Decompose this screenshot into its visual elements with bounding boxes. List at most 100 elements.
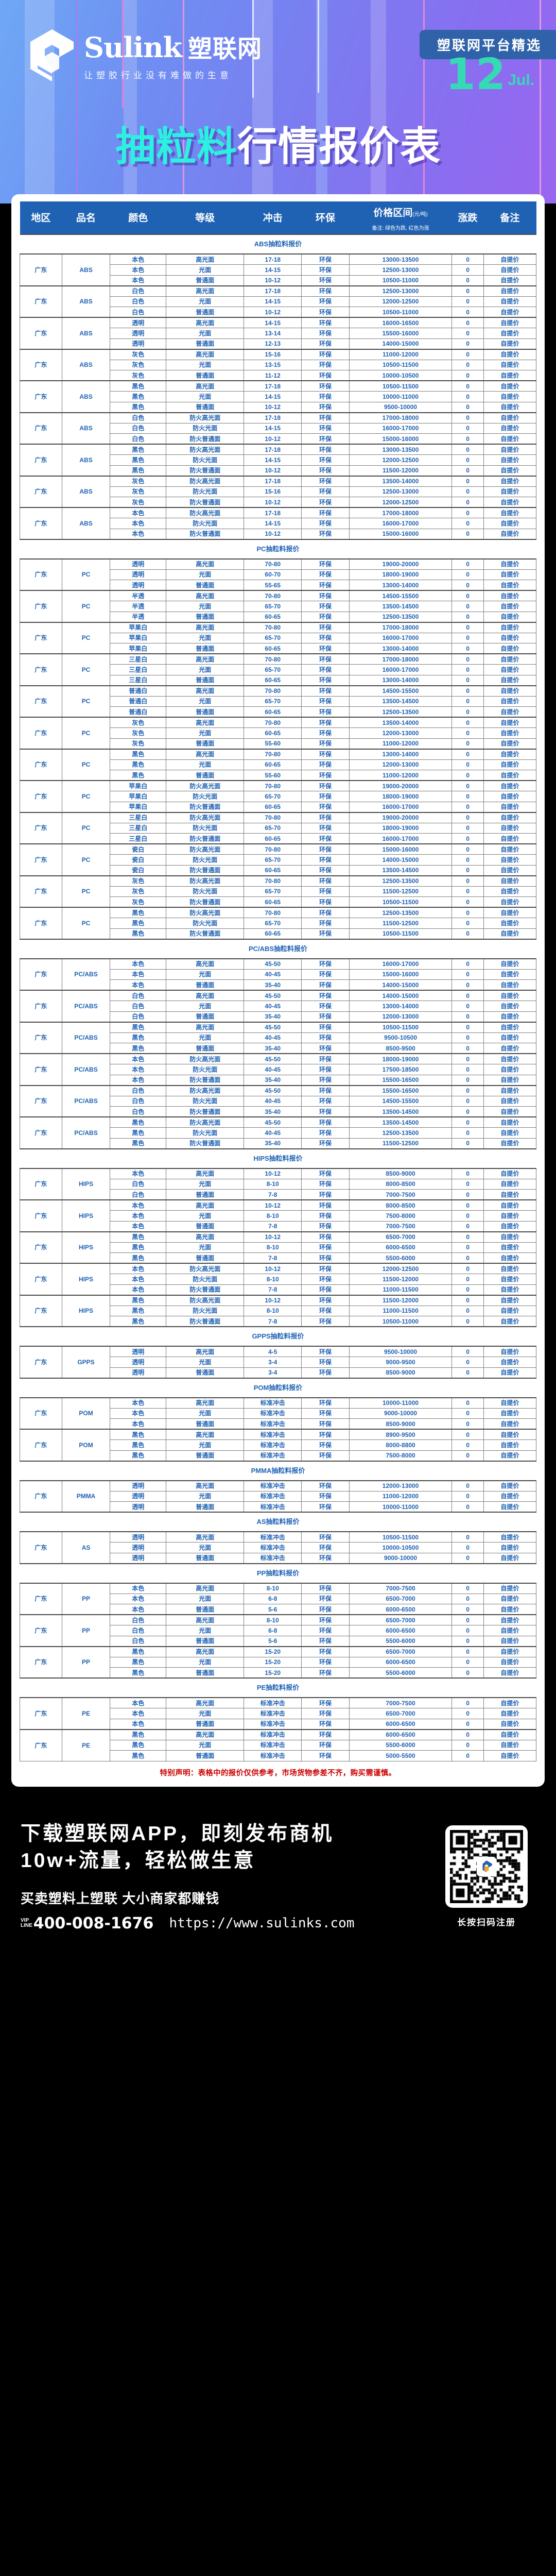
cell-product: PC/ABS [61, 1116, 111, 1149]
cell-grade: 高光面 [166, 348, 245, 360]
cell-price: 10000-11000 [349, 391, 453, 402]
cell-product: HIPS [61, 1167, 111, 1200]
cell-color: 白色 [110, 1189, 167, 1200]
cell-price: 14000-15000 [349, 854, 453, 866]
table-row: 广东 PC 灰色 高光面 70-80 环保 13500-14000 0 自提价 [20, 717, 537, 749]
cell-product: PE [61, 1697, 111, 1730]
cell-color: 本色 [110, 1053, 167, 1064]
cell-note: 自提价 [483, 1084, 537, 1096]
cell-color: 本色 [110, 518, 167, 529]
cell-note: 自提价 [483, 1582, 537, 1594]
section-title-row: HIPS抽粒料报价 [20, 1148, 536, 1169]
cell-env: 环保 [301, 1021, 350, 1033]
cell-grade: 高光面 [166, 1614, 245, 1625]
cell-impact: 60-65 [244, 833, 302, 844]
cell-price: 13000-14000 [349, 674, 453, 686]
cell-grade: 高光面 [166, 1480, 245, 1492]
cell-change: 0 [451, 1708, 484, 1719]
vip-line-label: VIP LINE [21, 1918, 32, 1929]
cell-change: 0 [451, 1231, 484, 1243]
hotline-number[interactable]: 400-008-1676 [33, 1914, 154, 1933]
cell-change: 0 [451, 1316, 484, 1327]
table-row: 黑色 防火光面 14-15 环保 12000-12500 0 自提价 [20, 454, 537, 466]
cell-impact: 14-15 [244, 264, 302, 276]
cell-note: 自提价 [483, 1167, 537, 1179]
cell-price: 15000-16000 [349, 528, 453, 539]
cell-grade: 高光面 [166, 380, 245, 392]
table-row: 广东 PP 白色 高光面 8-10 环保 6500-7000 0 自提价 [20, 1614, 537, 1647]
table-row: 本色 光面 8-10 环保 7500-8000 0 自提价 [20, 1210, 537, 1222]
cell-change: 0 [451, 1001, 484, 1012]
cell-color: 灰色 [110, 886, 167, 897]
cell-impact: 10-12 [244, 1294, 302, 1306]
cell-product: PMMA [61, 1480, 111, 1513]
cell-env: 环保 [301, 275, 350, 286]
cell-impact: 70-80 [244, 621, 302, 633]
cell-impact: 标准冲击 [244, 1418, 302, 1430]
cell-price: 6000-6500 [349, 1656, 453, 1668]
cell-product: ABS [61, 412, 111, 445]
cell-change: 0 [451, 1625, 484, 1636]
cell-price: 18000-19000 [349, 1053, 453, 1064]
cell-change: 0 [451, 370, 484, 381]
cell-impact: 45-50 [244, 958, 302, 970]
cell-change: 0 [451, 1252, 484, 1264]
qr-code[interactable] [445, 1825, 528, 1908]
cell-product: GPPS [61, 1346, 111, 1378]
cell-region: 广东 [20, 590, 62, 622]
cell-grade: 防火高光面 [166, 907, 245, 918]
website-url[interactable]: https://www.sulinks.com [169, 1916, 355, 1931]
cell-grade: 防火光面 [166, 791, 245, 802]
cell-region: 广东 [20, 1397, 62, 1430]
cell-change: 0 [451, 1697, 484, 1708]
cell-price: 11000-11500 [349, 1305, 453, 1316]
cell-region: 广东 [20, 875, 62, 908]
cell-color: 本色 [110, 1408, 167, 1419]
cell-grade: 防火普通面 [166, 801, 245, 812]
cell-note: 自提价 [483, 1294, 537, 1306]
cell-color: 灰色 [110, 896, 167, 908]
cell-note: 自提价 [483, 918, 537, 929]
cell-note: 自提价 [483, 444, 537, 455]
cell-price: 11000-12000 [349, 770, 453, 781]
cell-color: 黑色 [110, 1138, 167, 1149]
cell-impact: 3-4 [244, 1367, 302, 1378]
cell-impact: 15-20 [244, 1656, 302, 1668]
cell-region: 广东 [20, 1614, 62, 1647]
cell-impact: 标准冲击 [244, 1542, 302, 1553]
cell-note: 自提价 [483, 1284, 537, 1295]
cell-env: 环保 [301, 1697, 350, 1708]
cell-grade: 高光面 [166, 1429, 245, 1440]
cell-color: 苹果白 [110, 780, 167, 791]
cell-color: 本色 [110, 264, 167, 276]
cell-price: 10500-11000 [349, 307, 453, 318]
cell-color: 本色 [110, 1263, 167, 1274]
cell-grade: 高光面 [166, 621, 245, 633]
cell-price: 18000-19000 [349, 791, 453, 802]
cell-note: 自提价 [483, 1739, 537, 1751]
cell-impact: 55-65 [244, 580, 302, 591]
cell-price: 12500-13500 [349, 875, 453, 887]
cell-region: 广东 [20, 475, 62, 508]
cell-product: PC [61, 811, 111, 844]
cell-price: 7500-8000 [349, 1450, 453, 1461]
cell-note: 自提价 [483, 1708, 537, 1719]
cell-env: 环保 [301, 1656, 350, 1668]
cell-impact: 标准冲击 [244, 1490, 302, 1502]
cell-grade: 光面 [166, 264, 245, 276]
cell-price: 13000-14000 [349, 580, 453, 591]
vip-label-top: VIP [21, 1917, 29, 1923]
cell-price: 14000-15000 [349, 979, 453, 991]
cell-price: 5500-6000 [349, 1739, 453, 1751]
cell-env: 环保 [301, 1043, 350, 1054]
poster-root: Sulink 塑联网 让塑胶行业没有难做的生意 塑联网平台精选 12 Jul. … [0, 0, 556, 1933]
cell-color: 白色 [110, 433, 167, 445]
cell-note: 自提价 [483, 296, 537, 307]
cell-price: 12500-13500 [349, 611, 453, 622]
cell-env: 环保 [301, 1252, 350, 1264]
table-row: 苹果白 防火光面 65-70 环保 18000-19000 0 自提价 [20, 791, 537, 802]
cell-color: 黑色 [110, 1667, 167, 1679]
cell-change: 0 [451, 1593, 484, 1604]
cell-env: 环保 [301, 507, 350, 518]
cell-change: 0 [451, 1667, 484, 1679]
